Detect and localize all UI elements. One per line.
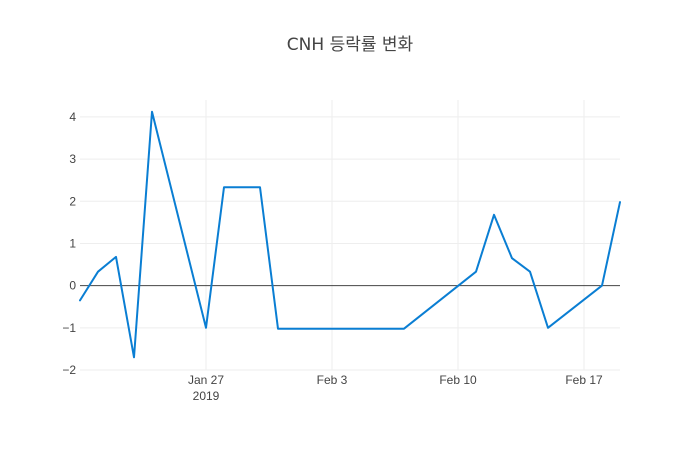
y-tick-label: 0 xyxy=(69,279,76,293)
y-tick-label: −1 xyxy=(62,321,76,335)
x-tick-label: Jan 27 xyxy=(188,373,224,387)
x-tick-label: Feb 17 xyxy=(565,373,603,387)
grid xyxy=(80,100,620,371)
x-axis-ticks: Jan 27 2019 Feb 3 Feb 10 Feb 17 xyxy=(188,373,603,403)
chart-title: CNH 등락률 변화 xyxy=(287,35,414,55)
y-tick-label: 3 xyxy=(69,152,76,166)
y-axis-ticks: −2 −1 0 1 2 3 4 xyxy=(62,110,76,377)
x-tick-label: Feb 10 xyxy=(439,373,477,387)
series-line xyxy=(79,110,621,359)
y-tick-label: 1 xyxy=(69,236,76,250)
y-tick-label: 2 xyxy=(69,194,76,208)
y-tick-label: −2 xyxy=(62,363,76,377)
x-tick-label: Feb 3 xyxy=(317,373,348,387)
x-tick-sublabel: 2019 xyxy=(193,389,220,403)
y-tick-label: 4 xyxy=(69,110,76,124)
series-layer xyxy=(79,110,621,359)
